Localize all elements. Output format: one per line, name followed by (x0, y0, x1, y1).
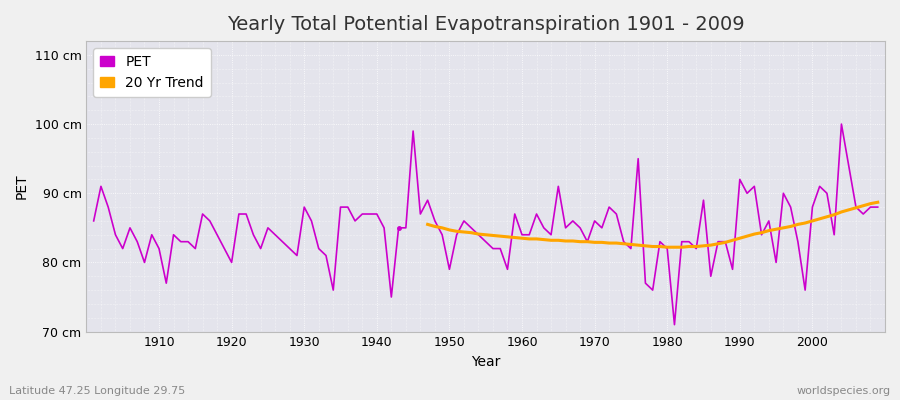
Line: 20 Yr Trend: 20 Yr Trend (428, 202, 878, 247)
PET (349, 218, 360, 223)
PET (517, 232, 527, 237)
20 Yr Trend (865, 201, 876, 206)
Title: Yearly Total Potential Evapotranspiration 1901 - 2009: Yearly Total Potential Evapotranspiratio… (227, 15, 744, 34)
20 Yr Trend (647, 244, 658, 249)
Text: Latitude 47.25 Longitude 29.75: Latitude 47.25 Longitude 29.75 (9, 386, 185, 396)
PET (604, 205, 615, 210)
X-axis label: Year: Year (471, 355, 500, 369)
Y-axis label: PET: PET (15, 174, 29, 199)
Legend: PET, 20 Yr Trend: PET, 20 Yr Trend (94, 48, 211, 97)
PET (88, 218, 99, 223)
20 Yr Trend (545, 238, 556, 243)
PET (306, 218, 317, 223)
20 Yr Trend (662, 245, 672, 250)
PET (836, 122, 847, 126)
20 Yr Trend (872, 200, 883, 205)
20 Yr Trend (742, 234, 752, 238)
20 Yr Trend (422, 222, 433, 227)
20 Yr Trend (633, 243, 643, 248)
PET (669, 322, 680, 327)
PET (147, 232, 158, 237)
PET (872, 205, 883, 210)
Line: PET: PET (94, 124, 878, 325)
Text: worldspecies.org: worldspecies.org (796, 386, 891, 396)
PET (509, 212, 520, 216)
20 Yr Trend (560, 238, 571, 243)
